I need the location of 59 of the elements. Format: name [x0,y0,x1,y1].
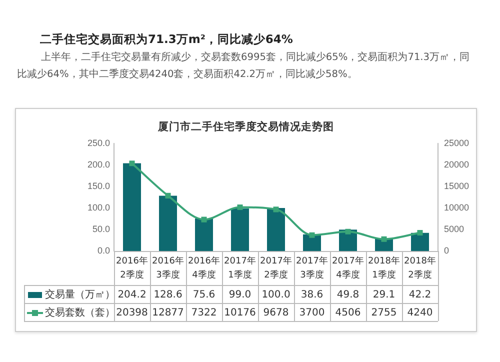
bar [267,208,285,251]
point [381,236,387,242]
y-tick-label: 100.0 [87,202,110,213]
data-label: 38.6 [300,290,324,301]
bar [411,232,429,251]
data-label: 99.0 [228,290,252,301]
bar [231,208,249,251]
data-label: 128.6 [154,290,182,301]
y2-tick-label: 0 [444,245,450,256]
bar [159,196,177,251]
chart-title: 厦门市二手住宅季度交易情况走势图 [157,120,334,134]
data-label: 75.6 [192,290,216,301]
data-label: 10176 [224,308,256,319]
data-label: 7322 [191,308,217,319]
data-label: 4240 [407,308,433,319]
data-label: 3700 [299,308,325,319]
bar [195,218,213,251]
y-tick-label: 50.0 [92,224,110,234]
data-label: 29.1 [372,290,396,301]
data-label: 20398 [116,308,148,319]
legend-label: 交易量（万㎡） [45,288,115,301]
bar [123,163,141,251]
x-tick-label: 2017年3季度 [296,255,328,280]
point [165,192,171,198]
y-tick-label: 200.0 [87,160,110,170]
legend-label: 交易套数（套） [45,306,115,319]
y2-tick-label: 15000 [444,181,470,192]
y2-tick-label: 5000 [444,224,464,234]
y2-tick-label: 25000 [444,138,470,148]
text: 上半年，二手住宅交易量有所减少，交易套数6995套，同比减少65%，交易面积为71.3万㎡，同比减少64%，其中二季度交易4240套，交易面积42.2万㎡，同比减少58%。 [17,50,471,82]
point [237,204,243,210]
x-tick-label: 2017年2季度 [260,255,292,280]
x-tick-label: 2017年4季度 [332,255,364,280]
y-tick-label: 0.0 [97,245,110,256]
data-label: 2755 [371,308,397,319]
point [129,160,135,166]
data-label: 42.2 [408,290,432,301]
point [417,230,423,236]
text: 二手住宅交易面积为71.3万m²，同比减少64% [40,32,293,47]
point [345,228,351,234]
data-label: 9678 [263,308,289,319]
point [309,232,315,238]
data-label: 100.0 [262,290,290,301]
x-tick-label: 2016年4季度 [188,255,220,280]
data-label: 49.8 [336,290,360,301]
y2-tick-label: 10000 [444,202,470,213]
x-tick-label: 2016年2季度 [116,255,148,280]
point [273,206,279,212]
x-tick-label: 2018年2季度 [404,255,436,280]
x-tick-label: 2017年1季度 [224,255,256,280]
y-tick-label: 150.0 [87,181,110,192]
data-label: 12877 [152,308,184,319]
point [201,216,207,222]
data-label: 4506 [335,308,361,319]
data-label: 204.2 [118,290,146,301]
x-tick-label: 2018年1季度 [368,255,400,280]
y-tick-label: 250.0 [87,138,110,148]
y2-tick-label: 20000 [444,160,470,170]
x-tick-label: 2016年3季度 [152,255,184,280]
